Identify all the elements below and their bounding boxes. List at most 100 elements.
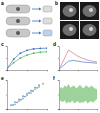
tick-mark bbox=[6, 58, 7, 59]
point bbox=[26, 54, 28, 56]
tick bbox=[58, 95, 59, 96]
tick-mark bbox=[58, 58, 59, 59]
image-body bbox=[83, 24, 97, 36]
point bbox=[14, 103, 16, 105]
point bbox=[38, 84, 40, 86]
axis-line bbox=[8, 70, 48, 72]
tick-mark bbox=[6, 46, 7, 47]
tick-mark bbox=[47, 70, 48, 71]
point bbox=[7, 68, 8, 70]
point bbox=[18, 99, 20, 101]
point bbox=[46, 47, 47, 49]
tick-mark bbox=[6, 109, 7, 110]
tick-mark bbox=[47, 109, 48, 110]
series-line bbox=[59, 50, 97, 69]
tick-mark bbox=[58, 95, 59, 96]
plot-area bbox=[10, 83, 44, 106]
tick-mark bbox=[58, 46, 59, 47]
image-feature bbox=[89, 8, 93, 12]
tick bbox=[6, 80, 7, 81]
panel-label: b bbox=[55, 0, 58, 6]
diagram-body bbox=[6, 17, 30, 25]
tick bbox=[58, 109, 59, 110]
point bbox=[34, 88, 36, 90]
x-axis bbox=[60, 70, 98, 71]
chart: e bbox=[1, 75, 48, 110]
tick bbox=[47, 70, 48, 71]
tick-mark bbox=[58, 109, 59, 110]
tick bbox=[97, 109, 98, 110]
panel-label: a bbox=[1, 0, 4, 6]
axis-line bbox=[60, 70, 98, 72]
tick-mark bbox=[6, 80, 7, 81]
band-area bbox=[59, 84, 97, 103]
chart: c bbox=[1, 41, 48, 71]
tick bbox=[58, 46, 59, 47]
image-tile bbox=[80, 21, 99, 39]
tick bbox=[6, 46, 7, 47]
tick bbox=[6, 58, 7, 59]
point bbox=[39, 51, 41, 53]
point bbox=[19, 57, 21, 59]
image-body bbox=[63, 5, 77, 17]
point bbox=[33, 48, 35, 50]
point bbox=[19, 52, 21, 54]
point bbox=[13, 62, 15, 64]
y-axis bbox=[6, 81, 8, 110]
chart: d bbox=[53, 41, 98, 71]
diagram-arrow bbox=[32, 21, 39, 22]
panel-a: a bbox=[1, 0, 52, 37]
tick bbox=[78, 109, 79, 110]
tick bbox=[6, 109, 7, 110]
diagram-result bbox=[43, 18, 52, 24]
point bbox=[39, 48, 41, 50]
x-axis bbox=[60, 109, 98, 110]
diagram-arrow bbox=[32, 33, 39, 34]
image-tile bbox=[80, 2, 99, 20]
image-feature bbox=[69, 27, 73, 31]
point bbox=[26, 94, 28, 96]
point bbox=[14, 101, 16, 103]
tick-mark bbox=[78, 70, 79, 71]
point bbox=[22, 98, 24, 100]
point bbox=[36, 87, 38, 89]
series-line bbox=[7, 48, 47, 69]
axis-line bbox=[6, 81, 8, 110]
point bbox=[33, 52, 35, 54]
plot-area bbox=[7, 47, 47, 69]
diagram-arrowhead bbox=[39, 32, 42, 35]
diagram-result bbox=[43, 6, 52, 12]
point bbox=[34, 87, 36, 89]
point bbox=[42, 83, 44, 85]
x-axis bbox=[8, 70, 48, 71]
point bbox=[10, 104, 12, 106]
point bbox=[13, 58, 15, 60]
image-feature bbox=[69, 8, 73, 12]
image-feature bbox=[89, 27, 93, 31]
x-axis bbox=[8, 109, 48, 110]
point bbox=[12, 104, 14, 106]
tick bbox=[6, 70, 7, 71]
diagram-arrowhead bbox=[39, 8, 42, 11]
point bbox=[30, 92, 32, 94]
tick bbox=[78, 70, 79, 71]
point bbox=[16, 101, 18, 103]
diagram-result bbox=[43, 30, 52, 36]
axis-line bbox=[6, 47, 8, 71]
diagram-target bbox=[16, 7, 20, 11]
image-body bbox=[63, 24, 77, 36]
point bbox=[38, 86, 40, 88]
plot-area bbox=[59, 84, 97, 103]
tick bbox=[58, 58, 59, 59]
tick-mark bbox=[58, 80, 59, 81]
axis-line bbox=[58, 47, 60, 71]
panel-label: f bbox=[53, 75, 55, 81]
chart: f bbox=[53, 75, 98, 110]
series-line bbox=[7, 52, 47, 69]
tick-mark bbox=[6, 95, 7, 96]
tick bbox=[97, 70, 98, 71]
tick-mark bbox=[27, 70, 28, 71]
panel-label: c bbox=[1, 41, 4, 47]
point bbox=[30, 90, 32, 92]
tick-mark bbox=[97, 70, 98, 71]
